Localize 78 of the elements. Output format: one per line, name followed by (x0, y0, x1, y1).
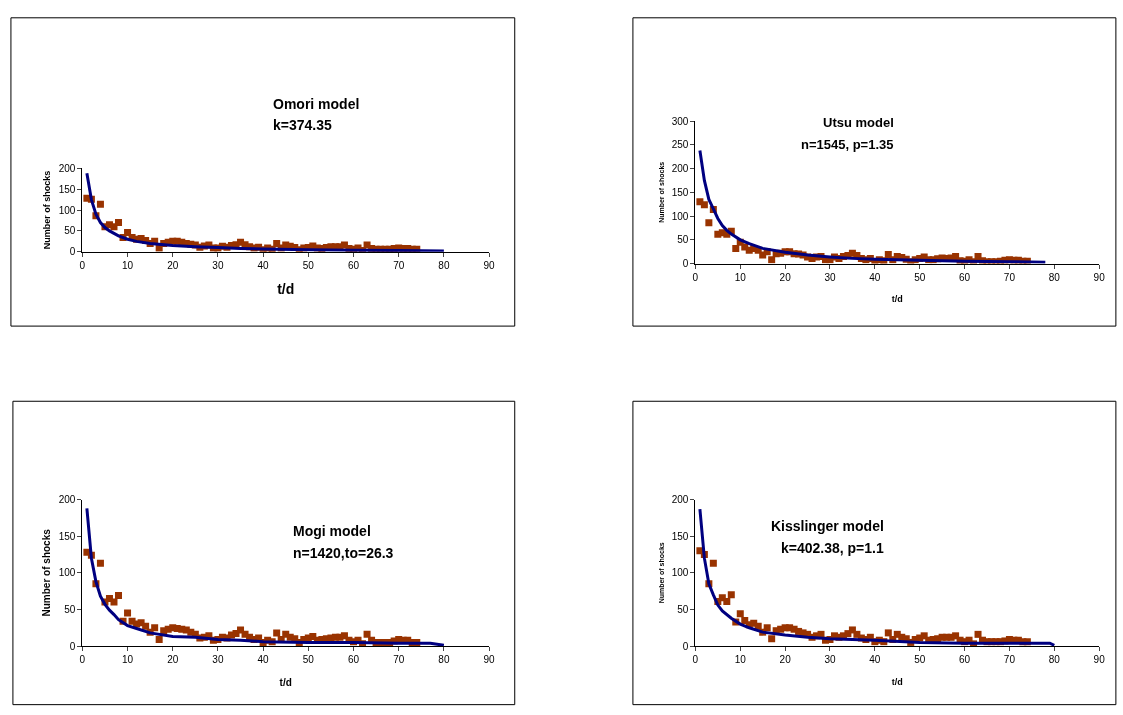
line-series (85, 171, 446, 252)
y-tick-label: 200 (58, 494, 76, 506)
x-tick-label: 40 (257, 259, 270, 271)
x-tick-label: 70 (1003, 271, 1016, 283)
x-tick-label: 90 (1093, 654, 1106, 666)
y-tick-label: 0 (682, 640, 689, 652)
y-tick-label: 100 (58, 567, 76, 579)
x-tick-label: 60 (959, 271, 971, 283)
x-tick-label: 60 (347, 654, 360, 666)
x-tick-label: 80 (438, 654, 450, 666)
y-axis-title: Number of shocks (42, 170, 53, 250)
x-tick-label: 50 (302, 654, 315, 666)
y-tick-label: 50 (64, 603, 76, 615)
y-tick-label: 100 (58, 204, 76, 216)
text: n=1545, p=1.35 (801, 137, 894, 152)
x-tick-label: 0 (692, 271, 699, 283)
x-tick-label: 80 (1048, 271, 1061, 283)
x-tick-label: 0 (79, 259, 86, 271)
x-tick-label: 40 (257, 654, 270, 666)
x-tick-label: 10 (734, 271, 747, 283)
x-tick-label: 80 (438, 259, 450, 271)
y-tick-label: 0 (69, 246, 76, 258)
chart-title: Utsu model (823, 115, 894, 130)
x-tick-label: 70 (393, 259, 405, 271)
y-tick-label: 0 (69, 640, 76, 652)
x-tick-label: 60 (959, 654, 971, 666)
x-axis-title: t/d (891, 676, 903, 687)
x-tick-label: 0 (692, 654, 699, 666)
x-tick-label: 30 (824, 271, 836, 283)
text: k=402.38, p=1.1 (781, 540, 884, 556)
y-tick-label: 100 (671, 567, 689, 579)
y-tick-label: 150 (58, 183, 76, 195)
y-tick-label: 50 (677, 603, 689, 615)
y-tick-label: 300 (671, 115, 689, 127)
x-axis-title: t/d (277, 281, 295, 298)
x-tick-label: 60 (347, 259, 360, 271)
x-tick-label: 40 (869, 271, 881, 283)
y-tick-label: 200 (671, 494, 689, 506)
y-tick-label: 100 (671, 210, 689, 222)
x-tick-label: 10 (121, 259, 134, 271)
y-axis-title: Number of shocks (40, 528, 52, 617)
text: n=1420,to=26.3 (293, 545, 394, 561)
x-axis-title: t/d (891, 294, 903, 305)
line-series (85, 506, 446, 647)
x-tick-label: 40 (869, 654, 881, 666)
x-tick-label: 30 (824, 654, 836, 666)
x-axis-title: t/d (279, 676, 292, 688)
y-tick-label: 200 (58, 162, 76, 174)
chart-title: Omori model (273, 96, 360, 112)
x-tick-label: 0 (79, 654, 86, 666)
x-tick-label: 10 (121, 654, 134, 666)
text: Kisslinger model (771, 518, 884, 534)
x-tick-label: 70 (1003, 654, 1016, 666)
y-tick-label: 250 (671, 139, 689, 151)
y-tick-label: 200 (671, 163, 689, 175)
y-tick-label: 150 (58, 530, 76, 542)
text: Mogi model (293, 523, 371, 539)
x-tick-label: 30 (212, 654, 224, 666)
x-tick-label: 90 (483, 654, 496, 666)
x-tick-label: 20 (167, 259, 179, 271)
x-tick-label: 90 (1093, 271, 1106, 283)
chart-subtitle: k=374.35 (273, 117, 332, 133)
y-tick-label: 150 (671, 186, 689, 198)
x-tick-label: 20 (779, 271, 792, 283)
x-tick-label: 20 (779, 654, 792, 666)
y-tick-label: 50 (64, 225, 76, 237)
x-tick-label: 80 (1048, 654, 1061, 666)
line-series (698, 507, 1056, 647)
x-tick-label: 50 (302, 259, 315, 271)
x-tick-label: 50 (914, 271, 926, 283)
x-tick-label: 50 (914, 654, 926, 666)
x-tick-label: 30 (212, 259, 224, 271)
x-tick-label: 10 (734, 654, 747, 666)
x-tick-label: 90 (483, 259, 496, 271)
x-tick-label: 70 (393, 654, 405, 666)
y-tick-label: 50 (677, 234, 689, 246)
y-tick-label: 150 (671, 530, 689, 542)
x-tick-label: 20 (167, 654, 179, 666)
